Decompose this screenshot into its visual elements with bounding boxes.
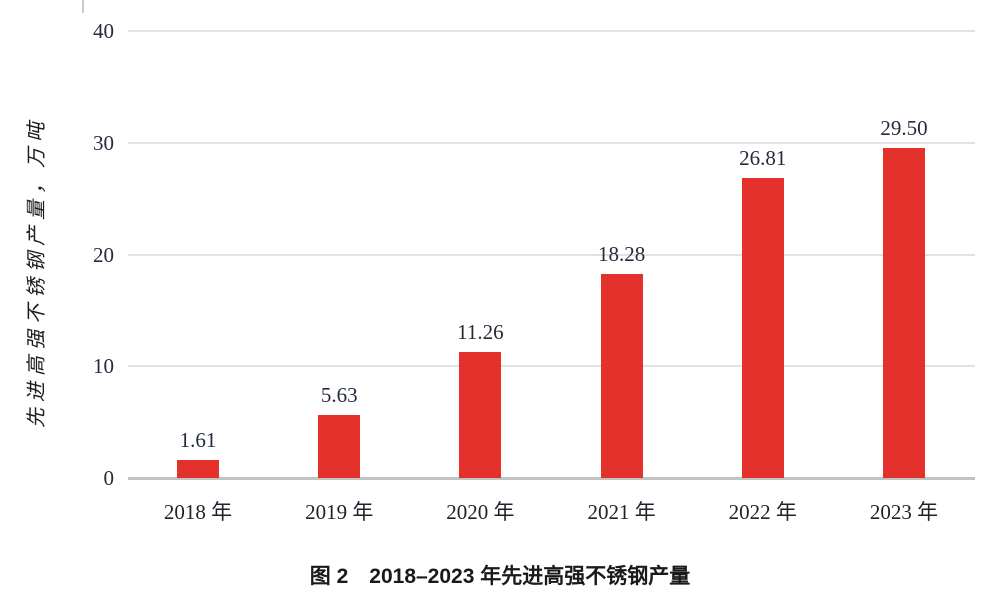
figure-caption: 图 2 2018–2023 年先进高强不锈钢产量: [309, 565, 691, 588]
gridline-20: [128, 253, 975, 256]
crop-artifact-mark: [82, 0, 84, 13]
bar-2018: [177, 460, 219, 478]
y-tick-label-40: 40: [93, 19, 114, 43]
y-tick-label-10: 10: [93, 354, 114, 379]
x-axis-label-2022: 2022 年: [728, 500, 797, 524]
bar-2019: [318, 415, 361, 478]
value-label-2019: 5.63: [320, 383, 358, 408]
x-axis-label-2020: 2020 年: [446, 500, 515, 524]
gridline-10: [128, 365, 975, 368]
value-label-2020: 11.26: [457, 320, 504, 345]
value-label-2023: 29.50: [880, 116, 928, 141]
gridline-30: [128, 141, 975, 144]
y-tick-label-0: 0: [103, 466, 115, 490]
gridline-40: [128, 30, 975, 32]
x-axis-label-2021: 2021 年: [587, 500, 656, 524]
value-label-2018: 1.61: [179, 428, 217, 452]
x-axis-label-2018: 2018 年: [163, 500, 233, 524]
x-axis-label-2019: 2019 年: [305, 500, 374, 524]
bar-2021: [600, 273, 643, 478]
bar-2020: [459, 352, 502, 478]
value-label-2021: 18.28: [597, 241, 646, 266]
bar-2023: [883, 148, 925, 478]
y-tick-label-30: 30: [93, 130, 114, 155]
y-tick-label-20: 20: [93, 242, 114, 267]
x-axis-baseline: [128, 477, 975, 480]
y-axis-title: 先进高强不锈钢产量，万吨: [24, 116, 48, 428]
x-axis-label-2023: 2023 年: [869, 500, 939, 524]
bar-2022: [741, 178, 784, 478]
value-label-2022: 26.81: [739, 146, 787, 171]
